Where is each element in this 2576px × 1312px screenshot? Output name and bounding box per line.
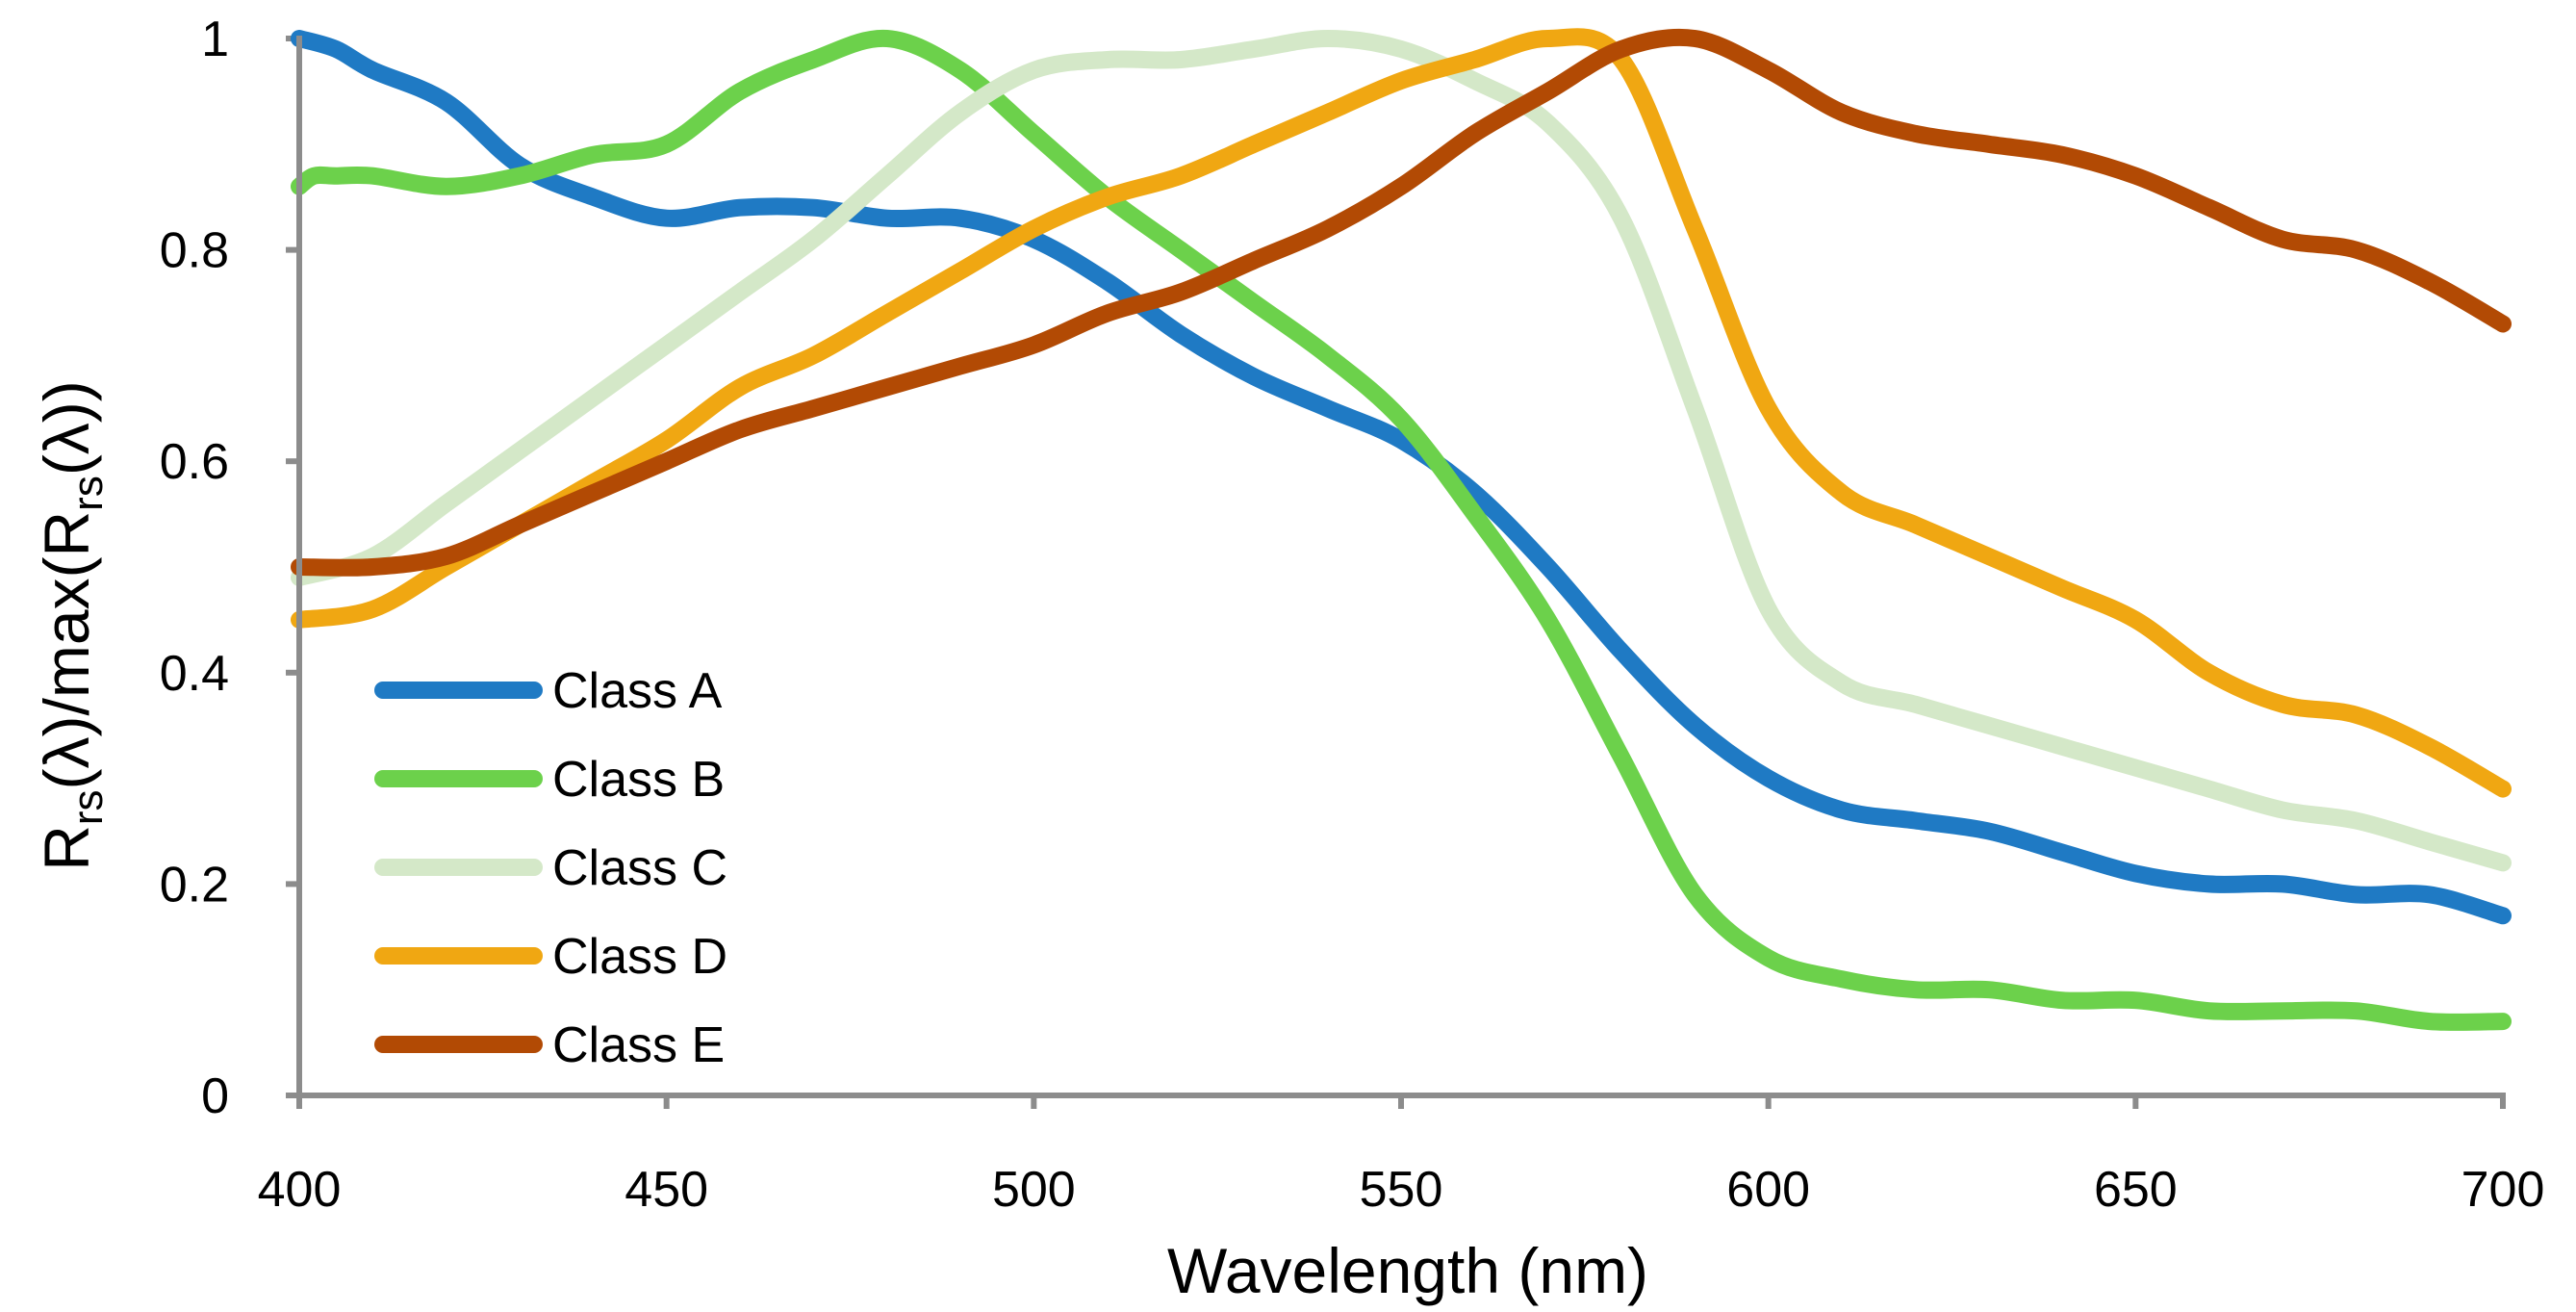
x-tick-label: 600 bbox=[1726, 1162, 1810, 1218]
y-tick-label: 0.6 bbox=[160, 434, 229, 490]
y-tick-labels: 0 0.2 0.4 0.6 0.8 1 bbox=[160, 12, 229, 1124]
x-tick-labels: 400 450 500 550 600 650 700 bbox=[258, 1162, 2545, 1218]
x-tick-label: 400 bbox=[258, 1162, 342, 1218]
y-axis-title-mid: (λ)/max(R bbox=[31, 511, 102, 790]
legend-label-class-a: Class A bbox=[552, 663, 723, 719]
y-axis-title-r: R bbox=[31, 825, 102, 871]
y-tick-label: 0 bbox=[201, 1068, 229, 1124]
series-line-class-b bbox=[291, 29, 2512, 1031]
x-tick-label: 450 bbox=[625, 1162, 708, 1218]
series-line-class-a bbox=[291, 30, 2512, 925]
y-tick-label: 1 bbox=[201, 12, 229, 67]
x-tick-label: 550 bbox=[1360, 1162, 1443, 1218]
series-lines bbox=[291, 28, 2512, 1031]
y-axis-title-sub1: rs bbox=[64, 789, 112, 825]
legend-label-class-e: Class E bbox=[552, 1017, 725, 1073]
y-axis-title-end: (λ)) bbox=[31, 380, 102, 476]
x-tick-label: 650 bbox=[2094, 1162, 2178, 1218]
x-axis-title: Wavelength (nm) bbox=[1167, 1235, 1648, 1306]
legend-label-class-d: Class D bbox=[552, 929, 727, 985]
legend: Class A Class B Class C Class D Class E bbox=[374, 663, 727, 1073]
legend-label-class-b: Class B bbox=[552, 752, 725, 808]
series-line-class-d bbox=[291, 28, 2512, 798]
y-tick-label: 0.4 bbox=[160, 646, 229, 702]
legend-label-class-c: Class C bbox=[552, 840, 727, 896]
y-tick-label: 0.2 bbox=[160, 857, 229, 913]
series-line-class-c bbox=[291, 30, 2512, 872]
series-line-class-e bbox=[291, 28, 2512, 577]
y-axis-title-sub2: rs bbox=[64, 476, 112, 511]
x-tick-label: 500 bbox=[992, 1162, 1076, 1218]
y-tick-label: 0.8 bbox=[160, 223, 229, 279]
y-axis-title: Rrs(λ)/max(Rrs(λ)) bbox=[31, 380, 112, 871]
x-tick-label: 700 bbox=[2461, 1162, 2545, 1218]
